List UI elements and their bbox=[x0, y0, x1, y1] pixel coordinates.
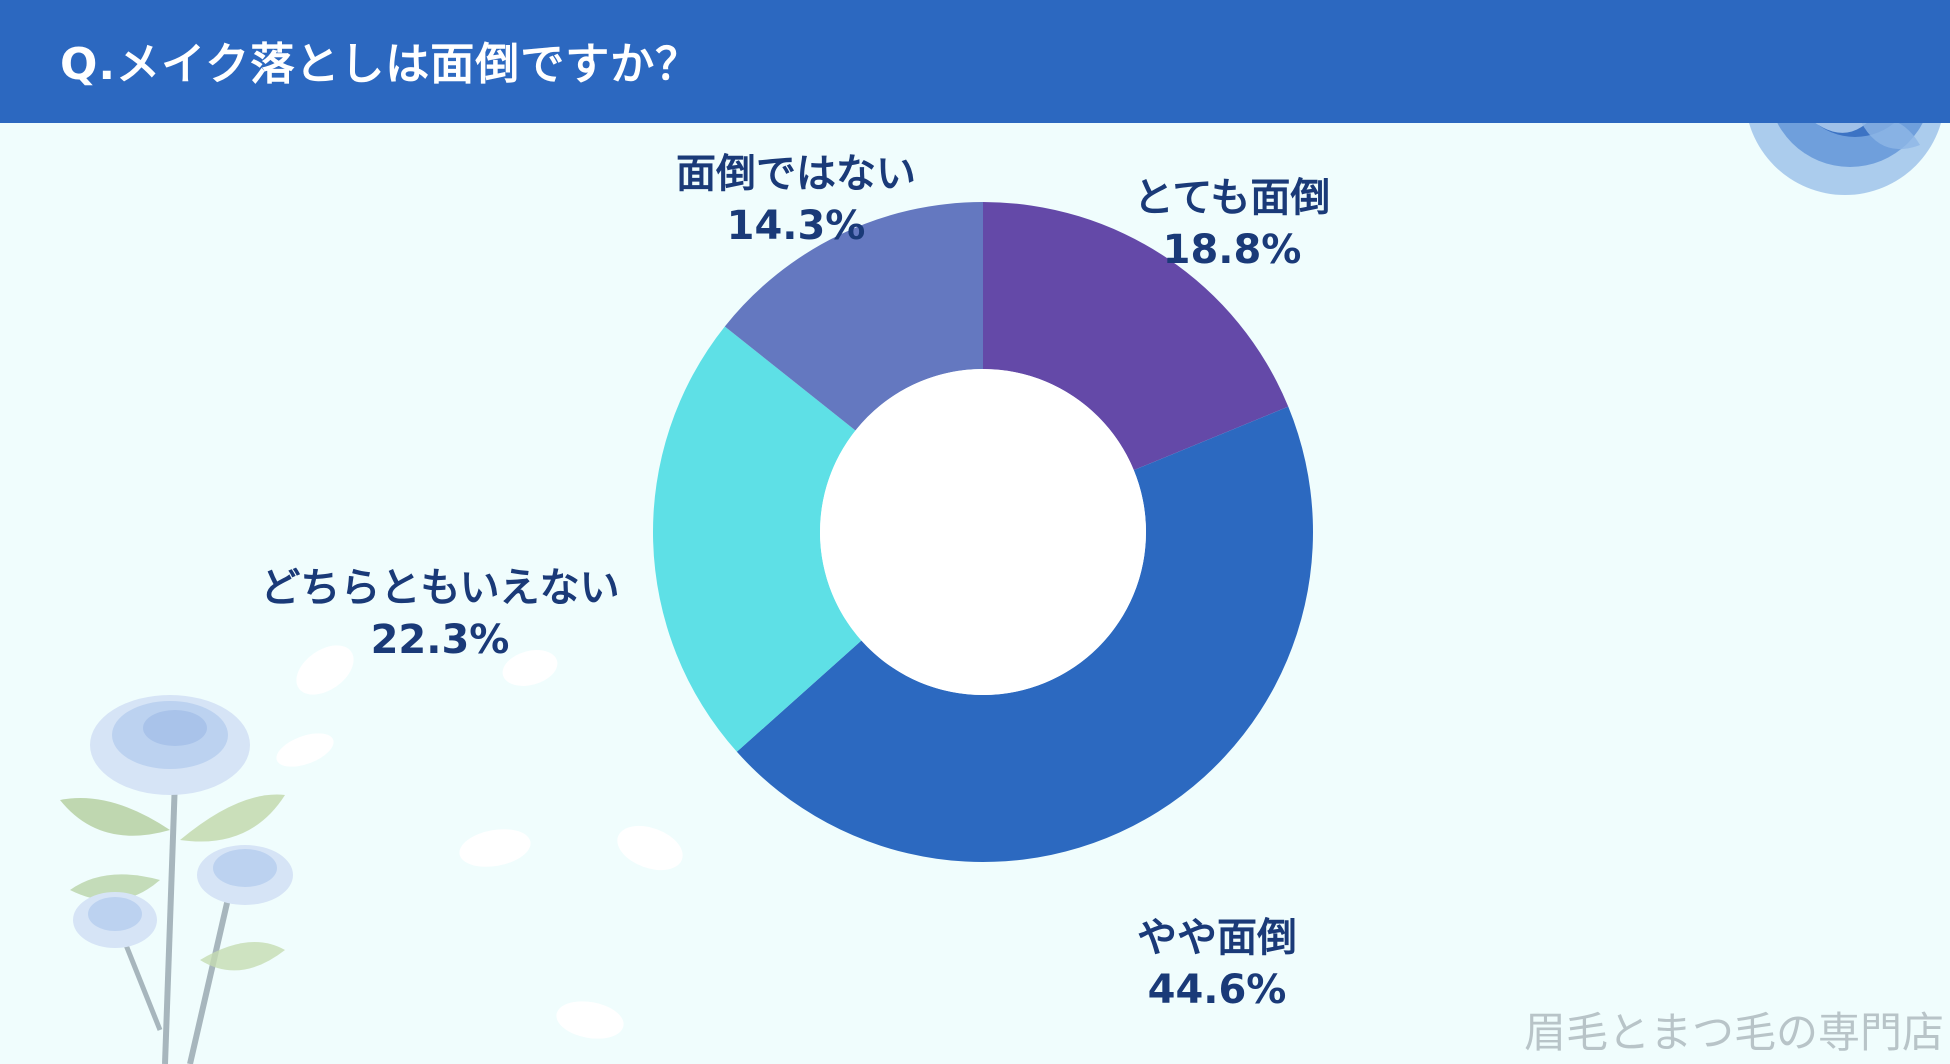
slice-value-label: 14.3% bbox=[726, 203, 866, 249]
watermark-text: 眉毛とまつ毛の専門店 bbox=[1523, 1008, 1944, 1057]
donut-slice-3 bbox=[724, 202, 983, 431]
slice-value-label: 18.8% bbox=[1162, 227, 1302, 273]
white-rose-bouquet-icon bbox=[60, 695, 293, 1064]
donut-slice-2 bbox=[652, 326, 862, 752]
page-title: Q.メイク落としは面倒ですか？ bbox=[60, 39, 701, 90]
donut-slice-1 bbox=[736, 406, 1313, 863]
slice-category-label: やや面倒 bbox=[1137, 915, 1297, 961]
petal-decoration bbox=[276, 645, 683, 1039]
slice-category-label: 面倒ではない bbox=[676, 151, 916, 197]
slice-label-2: どちらともいえない 22.3% bbox=[260, 562, 619, 666]
donut-slice-0 bbox=[983, 202, 1289, 471]
slice-label-1: やや面倒 44.6% bbox=[1137, 912, 1297, 1016]
slice-category-label: どちらともいえない bbox=[260, 565, 620, 611]
slice-value-label: 44.6% bbox=[1147, 967, 1287, 1013]
slice-category-label: とても面倒 bbox=[1133, 175, 1331, 221]
slice-label-3: 面倒ではない 14.3% bbox=[676, 148, 916, 252]
slice-value-label: 22.3% bbox=[370, 617, 510, 663]
donut-hole bbox=[820, 369, 1146, 695]
slice-label-0: とても面倒 18.8% bbox=[1134, 172, 1331, 276]
header-bar bbox=[0, 0, 1950, 123]
